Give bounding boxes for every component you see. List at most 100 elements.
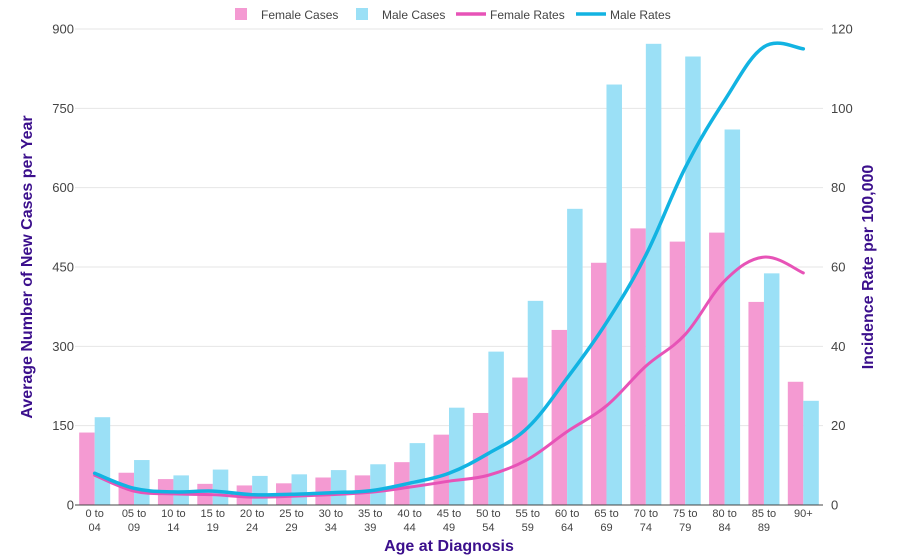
female-cases-bar [748, 301, 764, 505]
y2-tick-label: 0 [831, 498, 838, 513]
legend-label: Male Rates [610, 8, 671, 22]
female-rates-line [93, 255, 805, 499]
male-cases-bar [763, 273, 780, 505]
y-tick-label: 300 [52, 339, 74, 354]
x-tick-label: 10 to [161, 508, 185, 520]
legend-swatch [356, 8, 368, 20]
y-tick-label: 900 [52, 22, 74, 37]
x-tick-label: 55 to [516, 508, 540, 520]
y-tick-label: 600 [52, 180, 74, 195]
x-tick-label-line2: 04 [89, 522, 101, 534]
y2-tick-label: 40 [831, 339, 845, 354]
y2-tick-label: 60 [831, 260, 845, 275]
x-tick-label-line2: 64 [561, 522, 573, 534]
axes: 0 150 300 450 600 750 900 0 20 40 60 80 100 120 0 to 04… [52, 22, 852, 535]
x-tick-label: 15 to [201, 508, 225, 520]
x-tick-label: 50 to [476, 508, 500, 520]
legend-female-rates[interactable]: Female Rates [456, 8, 565, 22]
x-tick-label-line2: 39 [364, 522, 376, 534]
y2-tick-label: 120 [831, 22, 853, 37]
x-tick-label: 80 to [712, 508, 736, 520]
male-cases-bar [94, 417, 111, 505]
female-cases-bar [551, 329, 568, 505]
male-cases-bar [173, 475, 189, 505]
x-tick-label-line2: 29 [285, 522, 297, 534]
x-tick-label-line2: 24 [246, 522, 258, 534]
x-tick-label: 30 to [319, 508, 343, 520]
x-tick-label-line2: 44 [404, 522, 416, 534]
legend-male-rates[interactable]: Male Rates [576, 8, 671, 22]
y2-tick-label: 100 [831, 101, 853, 116]
y-tick-label: 150 [52, 418, 74, 433]
male-cases-bar [409, 443, 426, 505]
x-tick-label-line2: 34 [325, 522, 337, 534]
x-tick-label-line2: 59 [522, 522, 534, 534]
legend-swatch [235, 8, 247, 20]
x-tick-label-line2: 14 [167, 522, 179, 534]
female-cases-bar [709, 232, 725, 505]
male-cases-bar [449, 407, 465, 505]
legend-label: Female Cases [261, 8, 338, 22]
male-cases-bar [330, 470, 347, 505]
male-cases-bar [252, 475, 268, 505]
x-tick-label: 20 to [240, 508, 264, 520]
x-tick-label: 85 to [752, 508, 776, 520]
x-tick-label-line2: 49 [443, 522, 455, 534]
x-tick-label: 70 to [634, 508, 658, 520]
y-tick-label: 0 [67, 498, 74, 513]
x-tick-label: 25 to [279, 508, 303, 520]
x-tick-label-line2: 79 [679, 522, 691, 534]
female-cases-bar [590, 262, 607, 505]
legend: Female Cases Male Cases Female Rates Male R… [235, 8, 671, 22]
female-cases-bar [315, 477, 331, 505]
female-cases-bar [433, 434, 449, 505]
y2-axis-title: Incidence Rate per 100,000 [860, 165, 877, 370]
male-cases-bar [370, 464, 386, 505]
x-tick-label-line2: 54 [482, 522, 494, 534]
male-cases-bar [134, 460, 150, 505]
bars [79, 43, 819, 506]
legend-label: Female Rates [490, 8, 565, 22]
female-cases-bar [630, 228, 646, 505]
x-tick-label-line2: 89 [758, 522, 770, 534]
x-tick-label-line2: 84 [718, 522, 730, 534]
male-cases-bar [291, 474, 308, 505]
female-cases-bar [512, 377, 528, 505]
y-axis-title: Average Number of New Cases per Year [19, 115, 36, 418]
x-tick-label-line2: 69 [600, 522, 612, 534]
rate-lines [92, 41, 806, 499]
y2-tick-label: 20 [831, 418, 845, 433]
y-tick-label: 750 [52, 101, 74, 116]
legend-female-cases[interactable]: Female Cases [235, 8, 338, 22]
x-tick-label-line2: 09 [128, 522, 140, 534]
female-cases-bar [79, 432, 95, 505]
legend-label: Male Cases [382, 8, 445, 22]
male-cases-bar [645, 43, 662, 505]
male-cases-bar [488, 351, 504, 505]
x-tick-label: 45 to [437, 508, 461, 520]
x-axis-title: Age at Diagnosis [384, 538, 514, 555]
x-tick-label: 40 to [397, 508, 421, 520]
x-tick-label: 90+ [794, 508, 813, 520]
male-cases-bar [527, 300, 544, 505]
y-tick-label: 450 [52, 260, 74, 275]
female-cases-bar [669, 241, 686, 505]
male-cases-bar [567, 208, 583, 506]
y2-tick-label: 80 [831, 180, 845, 195]
x-tick-label: 0 to [86, 508, 104, 520]
x-tick-label: 65 to [594, 508, 618, 520]
legend-male-cases[interactable]: Male Cases [356, 8, 445, 22]
male-cases-bar [212, 469, 229, 505]
x-tick-label-line2: 74 [640, 522, 652, 534]
x-tick-label-line2: 19 [207, 522, 219, 534]
x-tick-label: 75 to [673, 508, 697, 520]
x-tick-label: 60 to [555, 508, 579, 520]
x-tick-label: 05 to [122, 508, 146, 520]
male-cases-bar [803, 400, 819, 505]
x-tick-label: 35 to [358, 508, 382, 520]
male-cases-bar [685, 56, 701, 505]
male-cases-bar [606, 84, 622, 506]
male-cases-bar [724, 129, 741, 505]
